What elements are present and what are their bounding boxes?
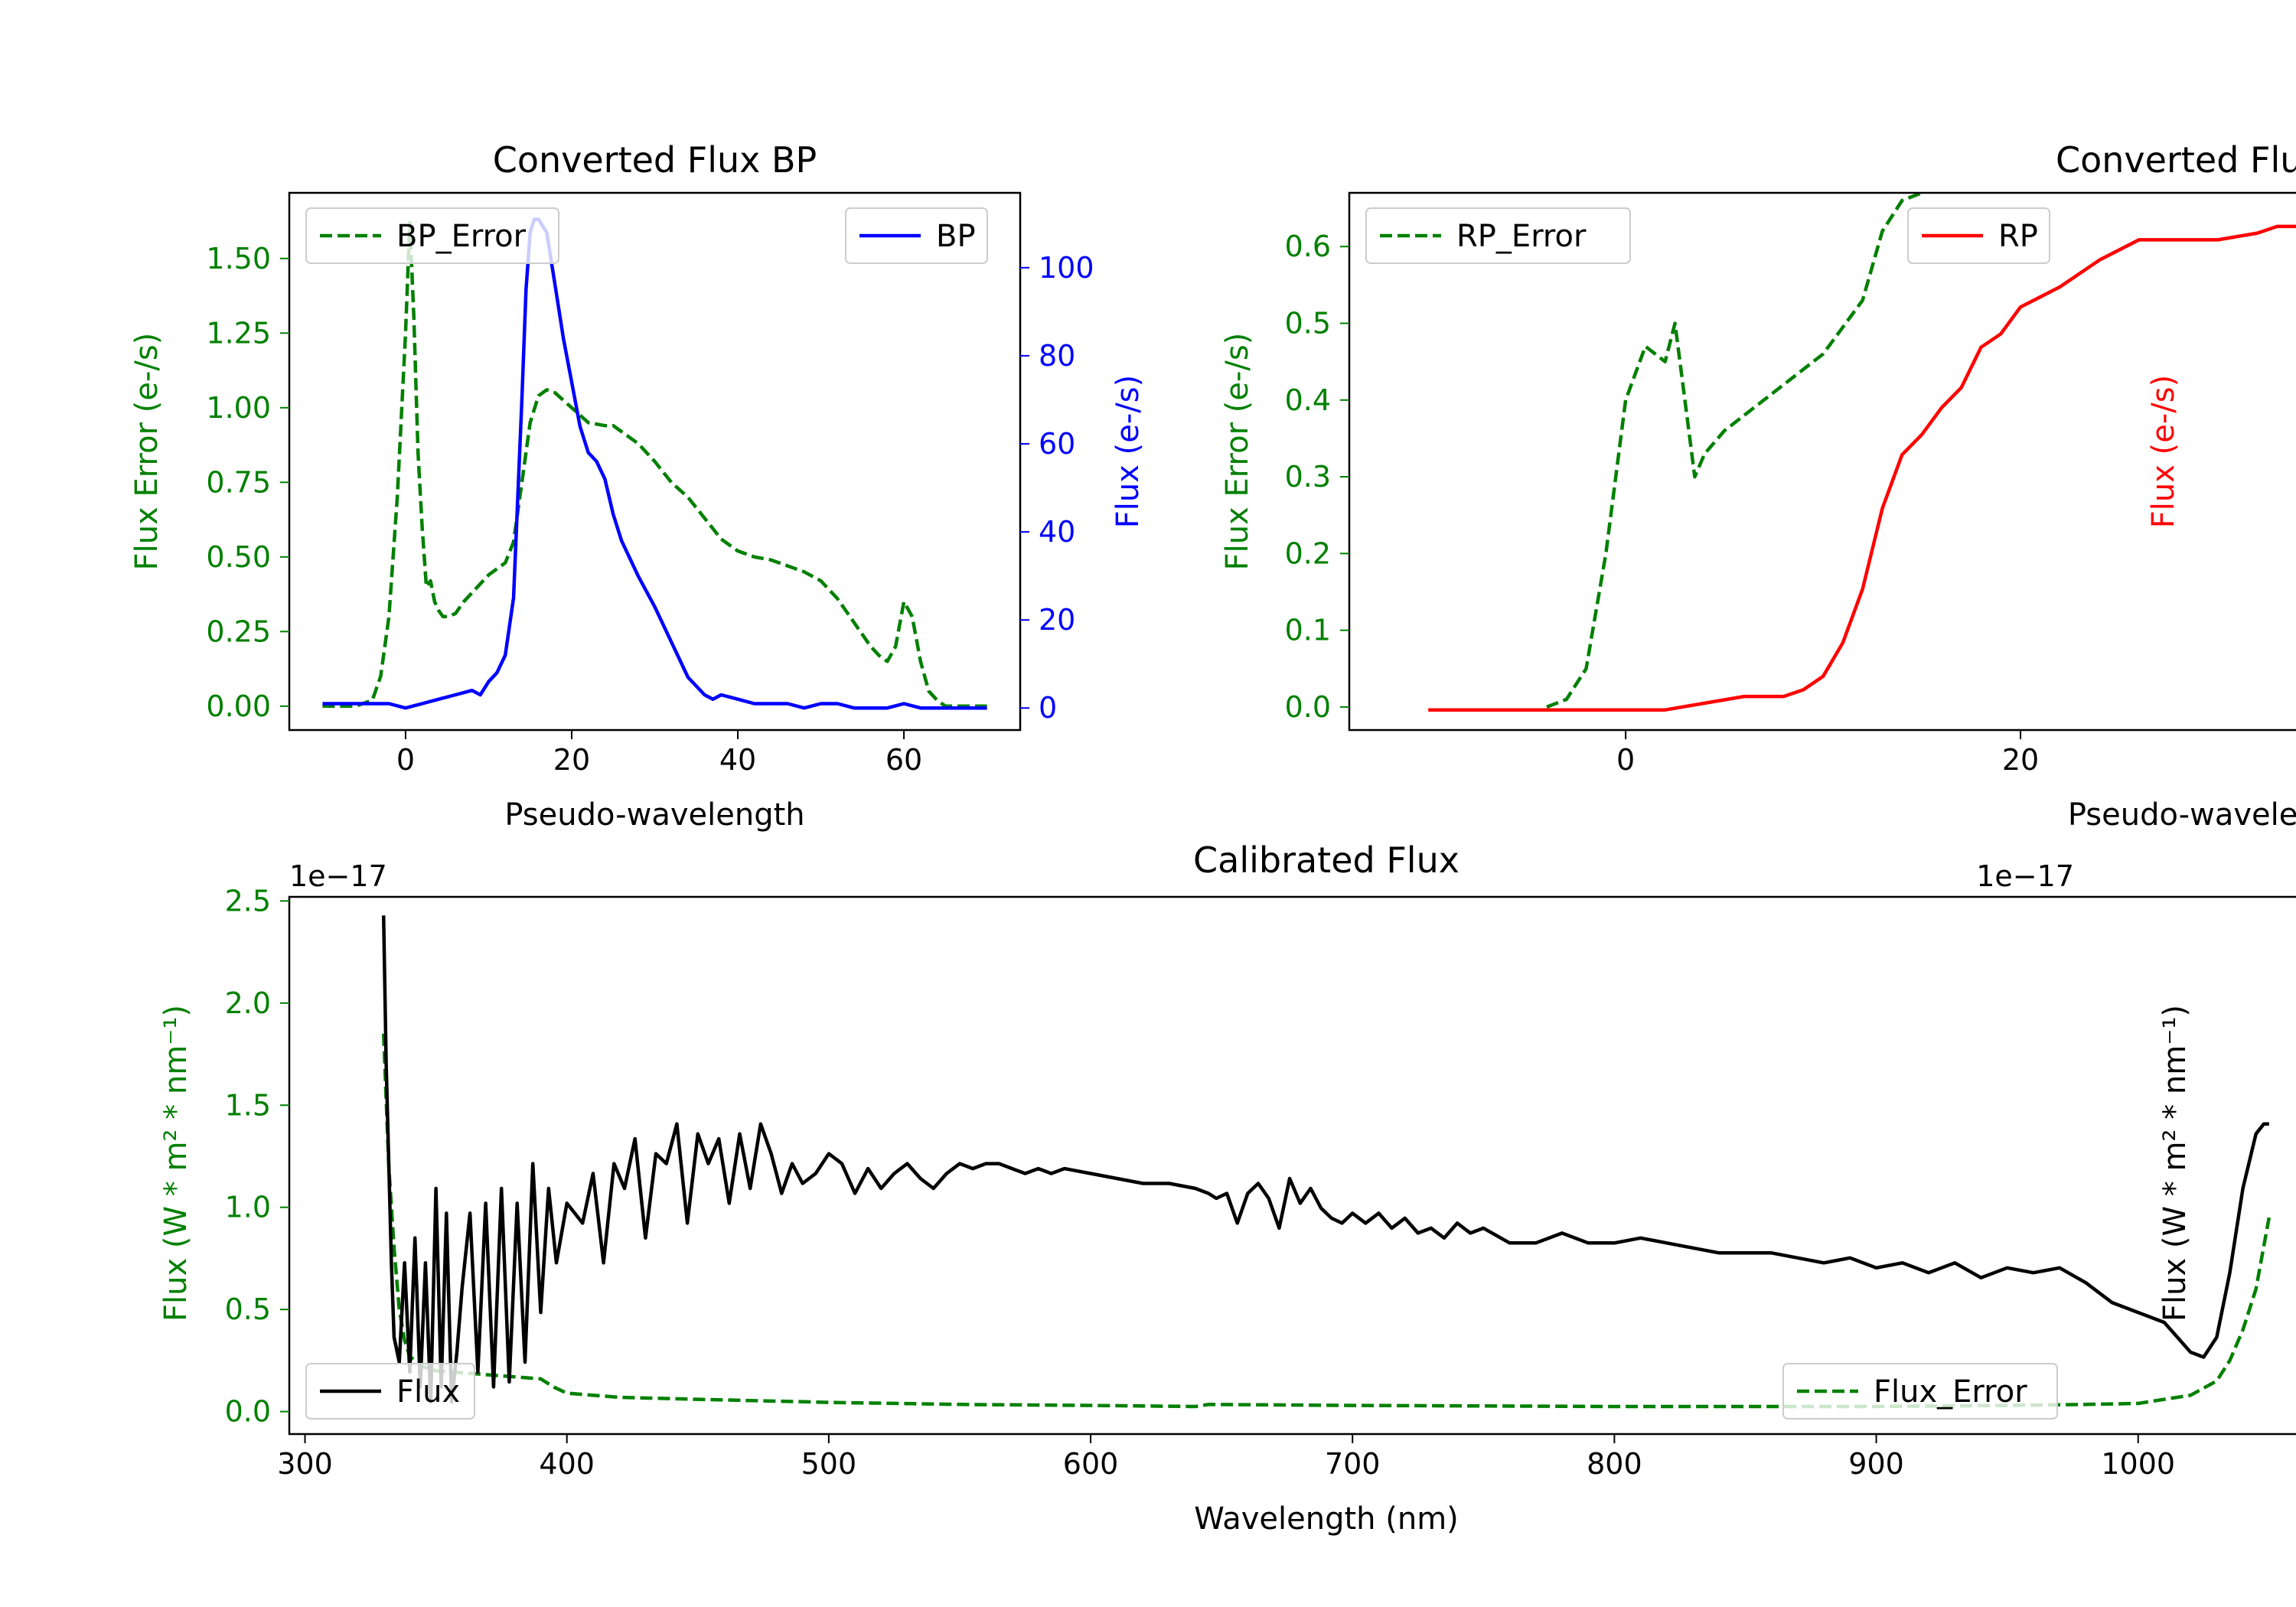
y-left-tick-label: 0.3 xyxy=(1285,460,1331,494)
legend-label: Flux_Error xyxy=(1874,1374,2027,1410)
legend-box xyxy=(305,1363,475,1420)
y-left-tick-label: 1.0 xyxy=(225,1191,271,1224)
legend-bp: BP xyxy=(845,207,988,264)
y-left-tick-label: 0.1 xyxy=(1285,614,1331,647)
plot-area xyxy=(381,915,2272,1409)
legend-flux-error: Flux_Error xyxy=(1782,1363,2058,1420)
y-right-axis-label: Flux (e-/s) xyxy=(1110,375,1146,528)
legend-flux: Flux xyxy=(305,1363,475,1420)
chart-rp: Converted Flux RP02040600.00.10.20.30.40… xyxy=(1220,139,2296,833)
x-tick-label: 900 xyxy=(1848,1447,1904,1481)
y-left-tick-label: 0.4 xyxy=(1285,383,1331,417)
legend-label: Flux xyxy=(396,1374,460,1410)
chart-calibrated: Calibrated Flux 300 400 500 600 700 800 900 1000… xyxy=(158,839,2296,1537)
y-right-tick-label: 80 xyxy=(1039,339,1075,373)
legend-box xyxy=(1782,1363,2058,1420)
x-tick-label: 60 xyxy=(885,743,922,777)
y-left-offset-text: 1e−17 xyxy=(289,859,387,893)
axes-frame xyxy=(1348,191,2296,732)
plot-area xyxy=(1428,193,2296,712)
y-left-tick-label: 0.25 xyxy=(206,614,271,648)
y-left-tick-label: 1.25 xyxy=(206,316,271,350)
y-right-axis-label: Flux (e-/s) xyxy=(2146,375,2181,528)
x-axis-label: Wavelength (nm) xyxy=(1194,1501,1459,1537)
x-tick-label: 20 xyxy=(553,743,590,777)
y-left-tick-label: 0.50 xyxy=(206,540,271,574)
x-tick-label: 0 xyxy=(1616,743,1635,777)
axes-frame xyxy=(288,895,2296,1436)
x-tick-label: 800 xyxy=(1587,1447,1642,1481)
legend-box xyxy=(1365,207,1631,264)
y-left-tick-label: 1.50 xyxy=(206,242,271,275)
legend-bp-error: BP_Error xyxy=(305,207,559,264)
x-tick-label: 1000 xyxy=(2101,1447,2175,1481)
chart-bp: Converted Flux BP 0 20 40 60 0.00 0.25 0.50 0.75… xyxy=(129,139,1146,833)
y-left-tick-label: 0.6 xyxy=(1285,230,1331,263)
series-flux-error xyxy=(381,1033,2272,1409)
series-flux xyxy=(381,915,2269,1404)
y-left-tick-label: 2.5 xyxy=(225,884,271,918)
series-bp-error xyxy=(322,220,987,709)
legend-label: RP xyxy=(1998,219,2038,254)
y-right-offset-text: 1e−17 xyxy=(1976,859,2074,893)
y-left-tick-label: 0.0 xyxy=(225,1395,271,1429)
y-right-axis-label: Flux (W * m² * nm⁻¹) xyxy=(2157,1005,2193,1322)
legend-rp-error: RP_Error xyxy=(1365,207,1631,264)
series-rp xyxy=(1428,224,2296,712)
y-left-tick-label: 2.0 xyxy=(225,986,271,1020)
y-right-tick-label: 60 xyxy=(1039,427,1075,461)
y-left-tick-label: 1.5 xyxy=(225,1088,271,1122)
y-left-tick-label: 1.00 xyxy=(206,391,271,425)
y-left-tick-label: 0.00 xyxy=(206,689,271,723)
y-left-tick-label: 0.75 xyxy=(206,465,271,499)
legend-label: RP_Error xyxy=(1456,219,1587,254)
x-tick-label: 400 xyxy=(539,1447,595,1481)
y-right-tick-label: 20 xyxy=(1039,603,1075,637)
x-tick-label: 500 xyxy=(801,1447,857,1481)
y-right-tick-label: 40 xyxy=(1039,515,1075,549)
legend-label: BP xyxy=(936,219,976,254)
y-left-axis-label: Flux Error (e-/s) xyxy=(1220,333,1255,571)
legend-box xyxy=(305,207,559,264)
chart-title: Calibrated Flux xyxy=(1193,839,1459,881)
y-right-tick-label: 100 xyxy=(1039,251,1094,285)
x-tick-label: 300 xyxy=(277,1447,333,1481)
series-rp-error xyxy=(1546,193,1927,709)
chart-title: Converted Flux BP xyxy=(493,139,817,181)
x-tick-label: 40 xyxy=(719,743,756,777)
x-tick-label: 0 xyxy=(396,743,415,777)
chart-title: Converted Flux RP xyxy=(2056,139,2296,181)
y-right-tick-label: 0 xyxy=(1039,691,1057,725)
x-tick-label: 20 xyxy=(2002,743,2039,777)
series-bp xyxy=(322,217,987,710)
y-left-tick-label: 0.5 xyxy=(1285,306,1331,340)
plot-area xyxy=(322,217,987,710)
y-left-tick-label: 0.2 xyxy=(1285,536,1331,570)
axes-frame xyxy=(288,191,1022,732)
y-left-tick-label: 0.0 xyxy=(1285,690,1331,724)
x-axis-label: Pseudo-wavelength xyxy=(504,797,804,833)
y-left-tick-label: 0.5 xyxy=(225,1292,271,1326)
y-left-axis-label: Flux (W * m² * nm⁻¹) xyxy=(158,1005,194,1322)
legend-rp: RP xyxy=(1907,207,2050,264)
y-left-axis-label: Flux Error (e-/s) xyxy=(129,333,165,571)
x-tick-label: 700 xyxy=(1325,1447,1381,1481)
legend-label: BP_Error xyxy=(396,219,527,254)
x-axis-label: Pseudo-wavelength xyxy=(2068,797,2296,833)
x-tick-label: 600 xyxy=(1063,1447,1119,1481)
